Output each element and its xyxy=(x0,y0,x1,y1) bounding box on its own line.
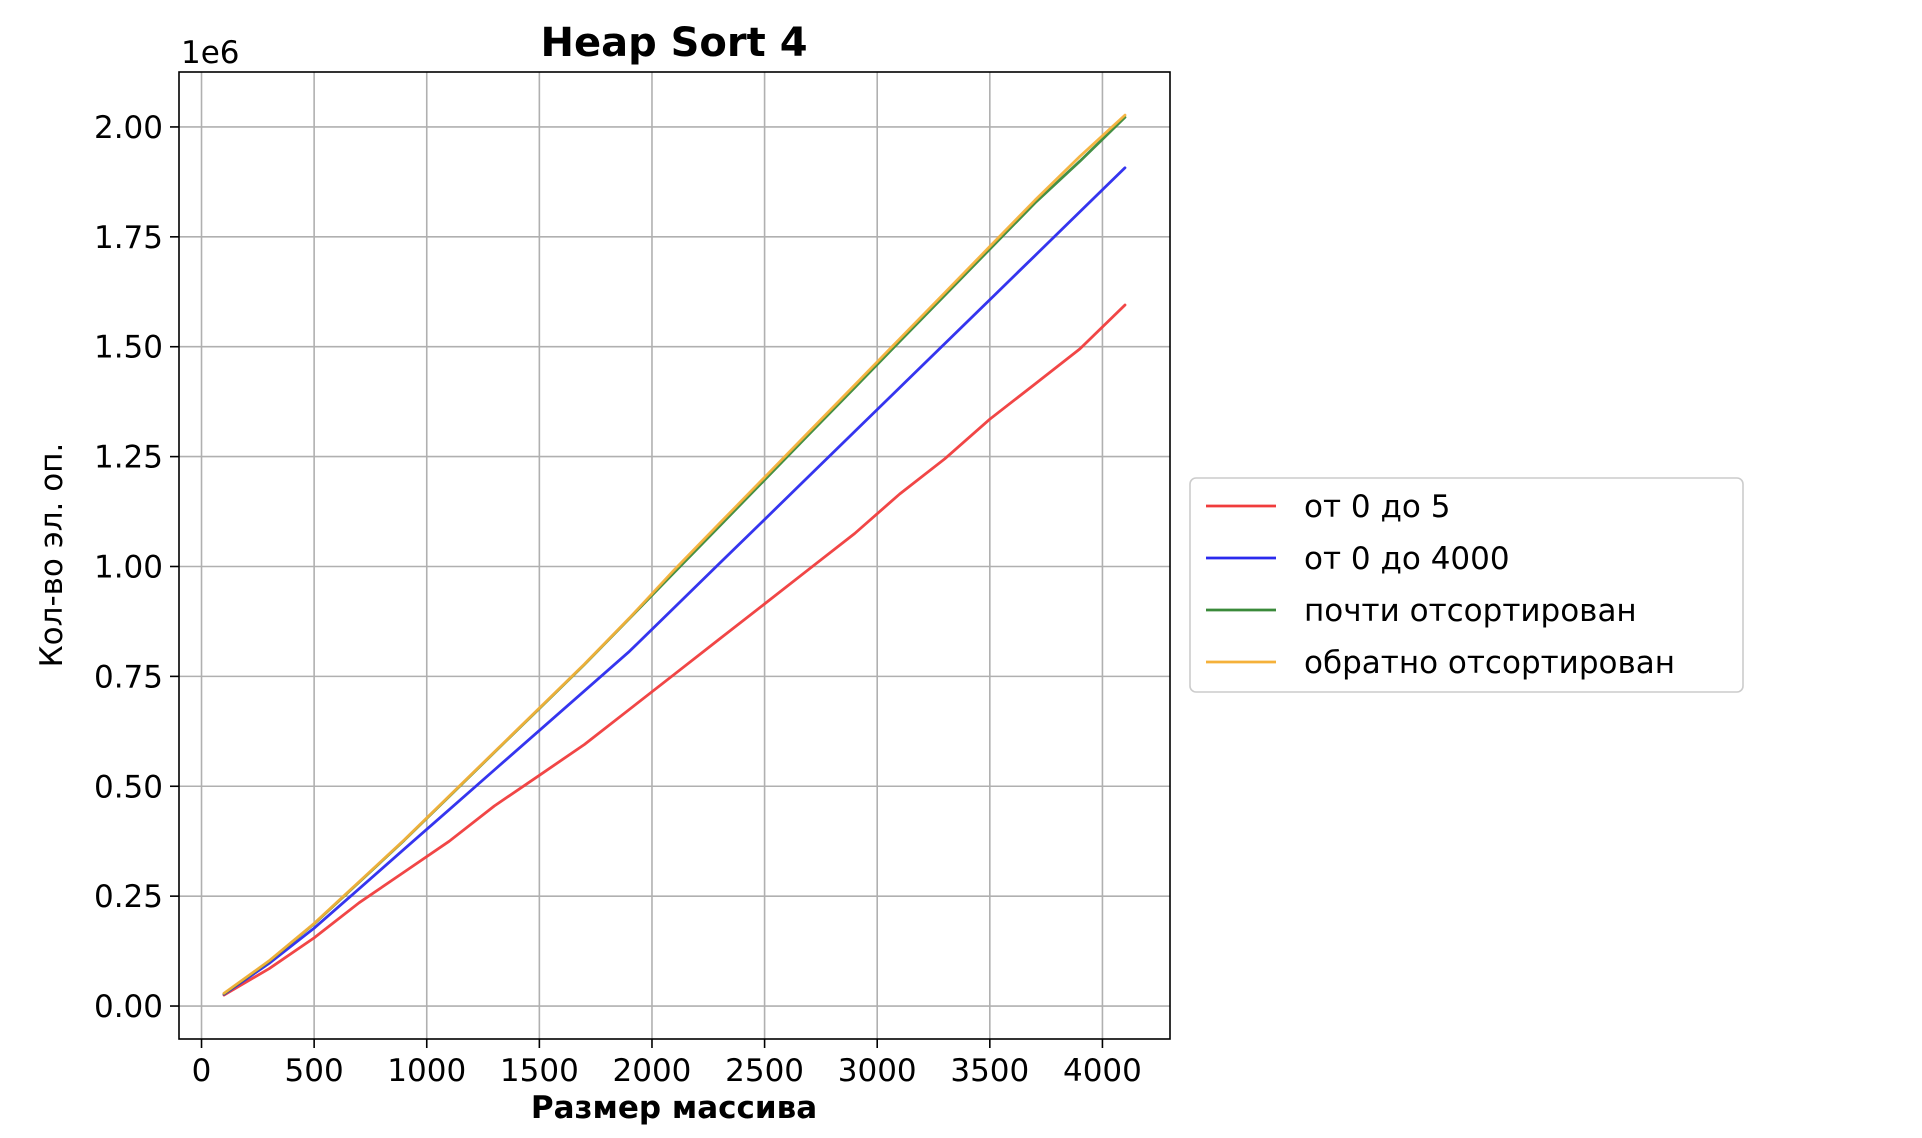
y-tick-label: 0.25 xyxy=(94,879,163,915)
series-line-2 xyxy=(222,166,1127,996)
legend-frame xyxy=(1189,477,1744,693)
x-tick-label: 3000 xyxy=(838,1053,917,1089)
y-axis-label: Кол-во эл. оп. xyxy=(34,443,70,668)
y-tick-label: 1.50 xyxy=(94,330,163,366)
y-tick-label: 1.25 xyxy=(94,440,163,476)
y-tick-label: 0.00 xyxy=(94,989,163,1025)
x-axis-label: Размер массива xyxy=(531,1090,817,1126)
x-tick-label: 2000 xyxy=(613,1053,692,1089)
series-lines xyxy=(222,113,1127,997)
x-tick-label: 4000 xyxy=(1063,1053,1142,1089)
chart-title: Heap Sort 4 xyxy=(540,20,807,66)
x-tick-label: 1500 xyxy=(500,1053,579,1089)
legend-label-1: от 0 до 5 xyxy=(1304,489,1450,525)
y-tick-label: 0.75 xyxy=(94,659,163,695)
y-tick-label: 1.75 xyxy=(94,220,163,256)
legend-label-2: от 0 до 4000 xyxy=(1304,541,1510,577)
y-tick-label: 2.00 xyxy=(94,110,163,146)
grid xyxy=(179,72,1170,1039)
series-line-4 xyxy=(222,113,1127,995)
y-axis-ticks: 0.00 0.25 0.50 0.75 1.00 1.25 1.50 1.75 2.00 xyxy=(94,110,179,1025)
x-tick-label: 1000 xyxy=(387,1053,466,1089)
x-tick-label: 2500 xyxy=(725,1053,804,1089)
y-tick-label: 0.50 xyxy=(94,769,163,805)
y-tick-label: 1.00 xyxy=(94,549,163,585)
x-tick-label: 0 xyxy=(192,1053,212,1089)
x-axis-ticks: 0 500 1000 1500 2000 2500 3000 3500 4000 xyxy=(192,1039,1142,1089)
series-line-1 xyxy=(222,303,1127,997)
plot-area-frame xyxy=(178,71,1171,1040)
legend-label-3: почти отсортирован xyxy=(1304,593,1637,629)
legend-label-4: обратно отсортирован xyxy=(1304,645,1675,681)
y-offset-label: 1e6 xyxy=(181,35,240,71)
x-tick-label: 3500 xyxy=(950,1053,1029,1089)
legend: от 0 до 5 от 0 до 4000 почти отсортирован о… xyxy=(1189,477,1744,693)
legend-entries: от 0 до 5 от 0 до 4000 почти отсортирован о… xyxy=(1206,489,1675,681)
x-tick-label: 500 xyxy=(285,1053,344,1089)
